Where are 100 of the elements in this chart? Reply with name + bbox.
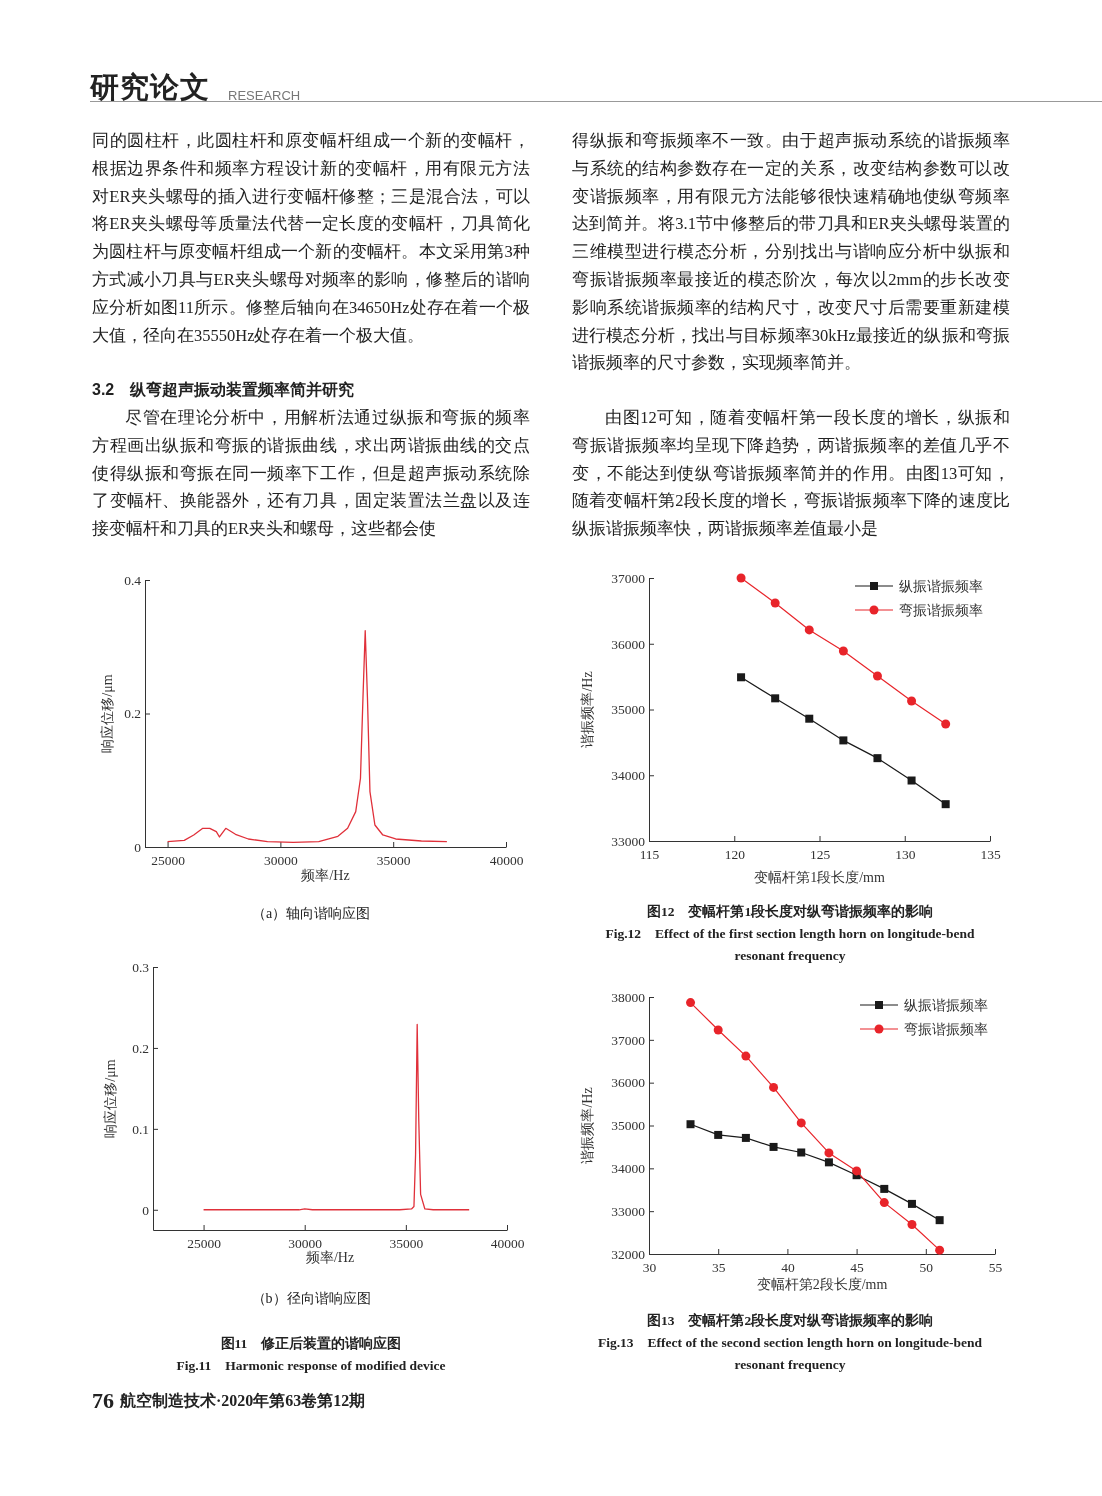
x-tick-label: 130: [895, 846, 916, 862]
y-tick-label: 32000: [611, 1246, 646, 1262]
point: [737, 673, 746, 682]
point: [880, 1184, 889, 1193]
text: 76: [92, 1388, 114, 1413]
text: 同的圆柱杆，此圆柱杆和原变幅杆组成一个新的变幅杆，根据边界条件和频率方程设计新的变幅杆，用有限元方法对ER夹头螺母的插入进行变幅杆修整；三是混合法，可以将ER夹头螺母等质量法代替一定长度的变幅杆，刀具简化为圆柱杆与原变幅杆组成一个新的变幅杆。本文采用第3种方式减小刀具与ER夹头螺母对频率的影响，修整后的谐响应分析如图11所示。修整后轴向在34650Hz处存在着一个极大值，径向在35550Hz处存在着一个极大值。: [92, 130, 530, 347]
y-tick-label: 0.4: [124, 572, 142, 588]
point: [907, 1199, 916, 1208]
point: [935, 1216, 944, 1225]
point: [770, 598, 780, 608]
y-axis-title: 响应位移/μm: [100, 674, 115, 753]
x-tick-label: 125: [809, 846, 831, 862]
legend-label: 弯振谐振频率: [904, 1022, 988, 1037]
point: [741, 1133, 750, 1142]
x-tick-label: 50: [919, 1259, 934, 1275]
point: [935, 1245, 945, 1255]
point: [805, 714, 814, 723]
y-tick-label: 37000: [611, 570, 646, 586]
text: 3.2 纵弯超声振动装置频率简并研究: [92, 380, 356, 400]
x-tick-label: 25000: [151, 852, 186, 868]
y-axis-title: 响应位移/μm: [103, 1059, 118, 1138]
text: （b）径向谐响应图: [250, 1290, 372, 1308]
x-tick-label: 30: [642, 1259, 657, 1275]
point: [686, 998, 696, 1008]
x-tick-label: 45: [850, 1259, 865, 1275]
x-tick-label: 40000: [490, 1235, 525, 1251]
y-axis-title: 谐振频率/Hz: [580, 671, 595, 748]
x-tick-label: 35000: [376, 852, 411, 868]
point: [713, 1025, 723, 1035]
point: [873, 754, 882, 763]
text: 研究论文: [90, 71, 210, 103]
caption: 图13 变幅杆第2段长度对纵弯谐振频率的影响: [645, 1312, 935, 1330]
y-tick-label: 0.2: [124, 706, 141, 722]
x-tick-label: 40: [781, 1259, 795, 1275]
point: [907, 1219, 917, 1229]
caption: 图12 变幅杆第1段长度对纵弯谐振频率的影响: [645, 903, 935, 921]
text: （a）轴向谐响应图: [250, 905, 372, 923]
point: [907, 776, 916, 785]
line-series: [202, 1023, 470, 1211]
point: [686, 1120, 695, 1129]
line-series: [166, 630, 448, 843]
caption: Fig.12 Effect of the first section length horn on longitude-bend resonant frequency: [604, 925, 976, 965]
y-tick-label: 33000: [611, 1203, 646, 1219]
y-tick-label: 37000: [611, 1032, 646, 1048]
y-tick-label: 35000: [611, 1118, 646, 1134]
y-axis-title: 谐振频率/Hz: [580, 1087, 595, 1164]
point: [872, 671, 882, 681]
point: [941, 719, 951, 729]
y-tick-label: 34000: [611, 768, 646, 784]
x-tick-label: 30000: [288, 1235, 323, 1251]
point: [941, 800, 950, 809]
text: 由图12可知，随着变幅杆第一段长度的增长，纵振和弯振谐振频率均呈现下降趋势，两谐振频率的差值几乎不变，不能达到使纵弯谐振频率简并的作用。由图13可知，随着变幅杆第2段长度的增长，弯振谐振频率下降的速度比纵振谐振频率快，两谐振频率差值最小是: [572, 407, 1010, 541]
point: [852, 1166, 862, 1176]
y-tick-label: 36000: [611, 636, 646, 652]
legend-label: 弯振谐振频率: [899, 603, 983, 618]
point: [839, 736, 848, 745]
x-tick-label: 40000: [489, 852, 524, 868]
caption: Fig.13 Effect of the second section length horn on longitude-bend resonant frequency: [596, 1334, 984, 1374]
caption: 图11 修正后装置的谐响应图: [219, 1335, 403, 1353]
x-tick-label: 55: [988, 1259, 1003, 1275]
text: 航空制造技术·2020年第63卷第12期: [120, 1391, 367, 1411]
text: 得纵振和弯振频率不一致。由于超声振动系统的谐振频率与系统的结构参数存在一定的关系，改变结构参数可以改变谐振频率，用有限元方法能够很快速精确地使纵弯频率达到简并。将3.1节中修整后的带刀具和ER夹头螺母装置的三维模型进行模态分析，分别找出与谐响应分析中纵振和弯振谐振频率最接近的模态阶次，每次以2mm的步长改变影响系统谐振频率的结构尺寸，改变尺寸后需要重新建模进行模态分析，找出与目标频率30kHz最接近的纵振和弯振谐振频率的尺寸参数，实现频率简并。: [572, 131, 1010, 373]
y-tick-label: 35000: [611, 702, 646, 718]
point: [714, 1130, 723, 1139]
y-tick-label: 0.1: [132, 1121, 149, 1137]
x-tick-label: 35000: [389, 1235, 424, 1251]
point: [824, 1158, 833, 1167]
y-tick-label: 0: [134, 839, 142, 855]
point: [797, 1148, 806, 1157]
x-axis-title: 频率/Hz: [305, 1250, 355, 1265]
point: [907, 696, 917, 706]
x-tick-label: 120: [724, 846, 746, 862]
y-tick-label: 0.3: [132, 959, 150, 975]
point: [824, 1148, 834, 1158]
point: [769, 1082, 779, 1092]
point: [769, 1142, 778, 1151]
legend-label: 纵振谐振频率: [904, 998, 988, 1013]
y-tick-label: 34000: [611, 1161, 646, 1177]
y-tick-label: 0: [142, 1202, 150, 1218]
legend-label: 纵振谐振频率: [899, 579, 983, 594]
point: [771, 694, 780, 703]
point: [804, 625, 814, 635]
point: [879, 1198, 889, 1208]
y-tick-label: 33000: [611, 833, 646, 849]
text: 尽管在理论分析中，用解析法通过纵振和弯振的频率方程画出纵振和弯振的谐振曲线，求出两谐振曲线的交点使得纵振和弯振在同一频率下工作，但是超声振动系统除了变幅杆、换能器外，还有刀具，固定装置法兰盘以及连接变幅杆和刀具的ER夹头和螺母，这些都会使: [92, 407, 530, 541]
x-tick-label: 25000: [187, 1235, 222, 1251]
y-tick-label: 38000: [611, 989, 646, 1005]
x-axis-title: 频率/Hz: [301, 868, 350, 883]
x-tick-label: 35: [711, 1259, 726, 1275]
point: [736, 573, 746, 583]
y-tick-label: 36000: [611, 1075, 646, 1091]
x-axis-title: 变幅杆第1段长度/mm: [754, 870, 885, 885]
x-tick-label: 115: [639, 846, 660, 862]
x-tick-label: 135: [980, 846, 1001, 862]
y-tick-label: 0.2: [132, 1040, 149, 1056]
x-tick-label: 30000: [264, 852, 298, 868]
point: [741, 1051, 751, 1061]
point: [838, 646, 848, 656]
text: RESEARCH: [228, 88, 302, 103]
x-axis-title: 变幅杆第2段长度/mm: [756, 1277, 888, 1292]
